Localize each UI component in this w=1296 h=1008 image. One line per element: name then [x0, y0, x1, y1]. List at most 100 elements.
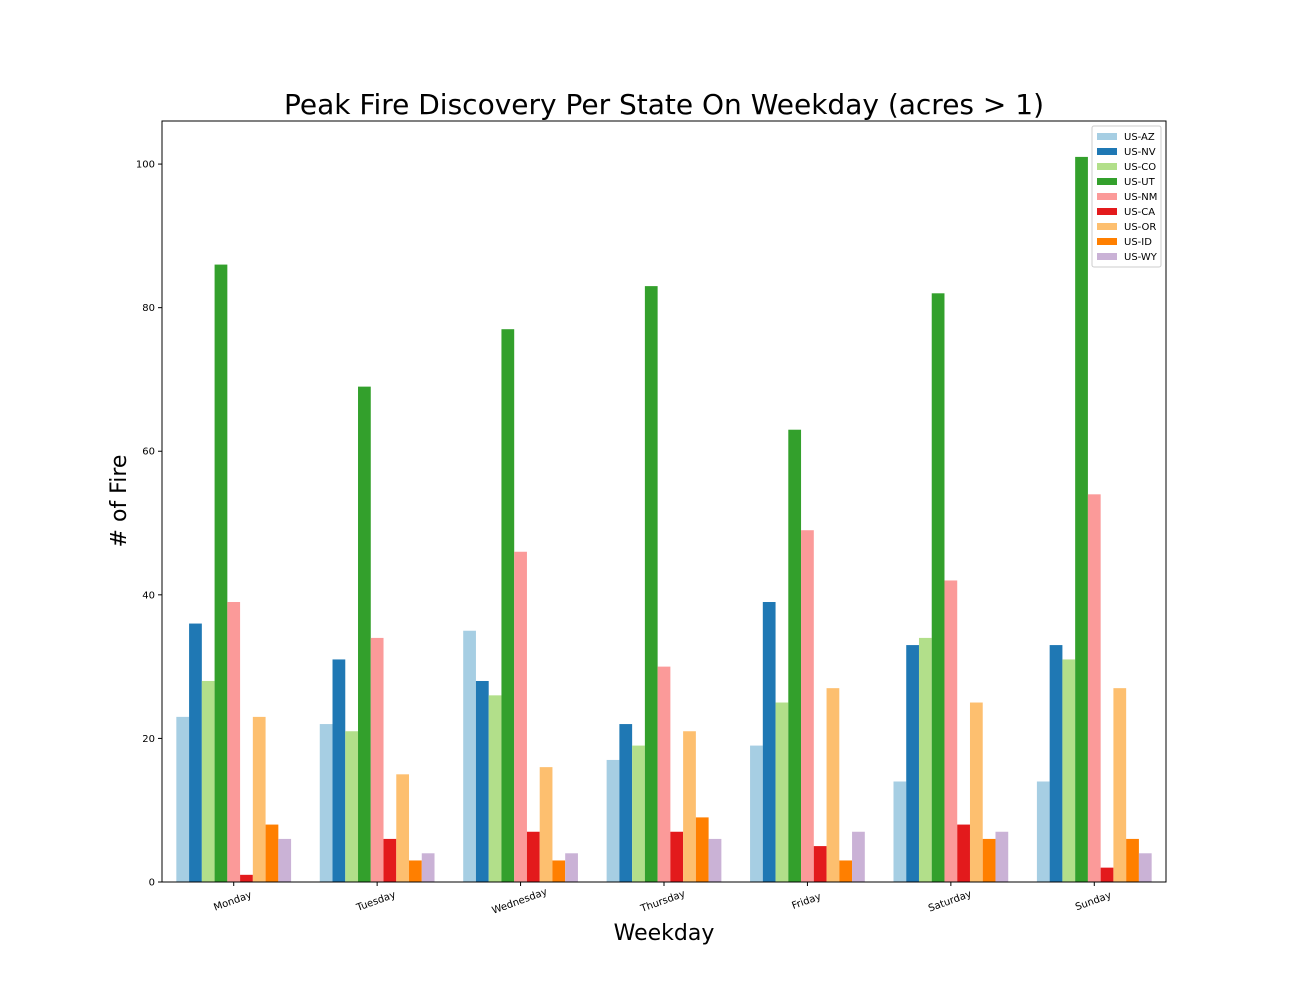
bar-us-co-friday	[775, 702, 789, 882]
bar-us-ut-tuesday	[358, 386, 371, 882]
y-tick-label: 60	[142, 447, 155, 458]
bar-us-co-sunday	[1062, 659, 1076, 882]
bar-us-ut-friday	[788, 429, 802, 882]
bar-us-az-tuesday	[319, 724, 333, 882]
bars-group	[176, 156, 1152, 883]
bar-us-co-saturday	[918, 637, 932, 882]
bar-us-ut-sunday	[1075, 156, 1088, 882]
y-axis-label: # of Fire	[107, 455, 132, 548]
y-tick-label: 100	[136, 160, 155, 171]
bar-us-id-friday	[839, 860, 853, 882]
legend-swatch-us-wy	[1097, 253, 1117, 260]
legend-swatch-us-id	[1097, 238, 1117, 245]
x-tick-label: Friday	[790, 891, 822, 912]
bar-us-wy-sunday	[1138, 853, 1152, 882]
bar-us-wy-wednesday	[565, 853, 578, 882]
bar-us-az-friday	[750, 745, 763, 882]
x-axis-ticks: Monday Tuesday Wednesday Thursday Friday Satu…	[212, 882, 1113, 917]
bar-us-nv-monday	[189, 623, 202, 882]
bar-us-or-tuesday	[396, 774, 410, 882]
bar-us-wy-monday	[278, 838, 292, 882]
bar-us-ut-monday	[214, 264, 228, 883]
bar-us-ca-saturday	[957, 824, 970, 882]
bar-us-co-monday	[201, 680, 215, 882]
legend-label-us-nv: US-NV	[1124, 147, 1156, 158]
bar-us-ca-friday	[813, 846, 827, 882]
bar-us-co-wednesday	[488, 695, 502, 882]
legend-label-us-nm: US-NM	[1124, 192, 1157, 203]
chart-title: Peak Fire Discovery Per State On Weekday…	[284, 88, 1044, 121]
legend-label-us-id: US-ID	[1124, 237, 1152, 248]
bar-us-az-thursday	[606, 759, 620, 882]
bar-us-ca-sunday	[1100, 867, 1114, 882]
legend-label-us-or: US-OR	[1124, 222, 1156, 233]
bar-us-nm-saturday	[944, 580, 958, 882]
x-tick-label: Monday	[212, 890, 253, 914]
bar-us-nv-thursday	[619, 724, 633, 882]
legend-swatch-us-ut	[1097, 178, 1117, 185]
x-tick-label: Tuesday	[354, 889, 397, 914]
y-tick-label: 40	[142, 590, 155, 601]
bar-us-wy-thursday	[708, 838, 722, 882]
y-axis-ticks: 0 20 40 60 80 100	[136, 160, 162, 889]
bar-us-nm-wednesday	[514, 551, 527, 882]
legend-swatch-us-az	[1097, 133, 1117, 140]
bar-us-ut-thursday	[644, 286, 658, 882]
bar-us-ca-tuesday	[383, 838, 397, 882]
bar-us-wy-saturday	[995, 831, 1009, 882]
legend-label-us-az: US-AZ	[1124, 132, 1155, 143]
bar-us-az-sunday	[1036, 781, 1050, 882]
bar-us-nv-friday	[762, 602, 776, 882]
bar-us-or-thursday	[683, 731, 696, 882]
legend-label-us-ut: US-UT	[1124, 177, 1156, 188]
legend-label-us-co: US-CO	[1124, 162, 1156, 173]
bar-us-ut-saturday	[931, 293, 945, 882]
x-tick-label: Wednesday	[491, 887, 549, 917]
x-tick-label: Thursday	[638, 889, 686, 916]
bar-us-ut-wednesday	[501, 329, 515, 882]
bar-us-wy-tuesday	[421, 853, 435, 882]
x-axis-label: Weekday	[614, 921, 715, 946]
bar-us-or-monday	[252, 716, 266, 882]
bar-us-nm-friday	[801, 530, 814, 882]
bar-us-az-saturday	[893, 781, 907, 882]
bar-us-ca-wednesday	[526, 831, 540, 882]
legend-label-us-ca: US-CA	[1124, 207, 1155, 218]
legend-box	[1091, 125, 1162, 268]
bar-us-id-thursday	[695, 817, 709, 882]
legend-swatch-us-nv	[1097, 148, 1117, 155]
bar-us-co-tuesday	[345, 731, 359, 882]
bar-us-nv-tuesday	[332, 659, 346, 882]
bar-us-nv-sunday	[1049, 645, 1063, 882]
bar-us-id-monday	[265, 824, 279, 882]
bar-us-az-monday	[176, 716, 190, 882]
bar-us-or-saturday	[969, 702, 983, 882]
bar-us-ca-thursday	[670, 831, 684, 882]
legend-swatch-us-nm	[1097, 193, 1117, 200]
bar-us-nv-saturday	[906, 645, 919, 882]
bar-us-nm-tuesday	[370, 637, 384, 882]
legend: US-AZ US-NV US-CO US-UT US-NM US-CA US-OR US-ID…	[1091, 125, 1162, 268]
bar-us-ca-monday	[240, 874, 253, 882]
bar-us-nm-monday	[227, 602, 241, 882]
bar-us-or-friday	[826, 688, 840, 882]
legend-label-us-wy: US-WY	[1124, 252, 1158, 263]
x-tick-label: Sunday	[1074, 890, 1113, 913]
bar-us-nm-thursday	[657, 666, 671, 882]
y-tick-label: 20	[142, 734, 155, 745]
bar-us-id-tuesday	[409, 860, 422, 882]
bar-us-co-thursday	[632, 745, 645, 882]
bar-us-nm-sunday	[1087, 494, 1101, 882]
legend-swatch-us-or	[1097, 223, 1117, 230]
bar-us-nv-wednesday	[475, 680, 489, 882]
legend-swatch-us-co	[1097, 163, 1117, 170]
y-tick-label: 0	[149, 878, 155, 889]
bar-us-id-saturday	[982, 838, 996, 882]
y-tick-label: 80	[142, 303, 155, 314]
bar-us-wy-friday	[852, 831, 865, 882]
bar-us-id-sunday	[1126, 838, 1139, 882]
bar-us-or-sunday	[1113, 688, 1127, 882]
bar-us-or-wednesday	[539, 767, 553, 882]
bar-us-id-wednesday	[552, 860, 566, 882]
